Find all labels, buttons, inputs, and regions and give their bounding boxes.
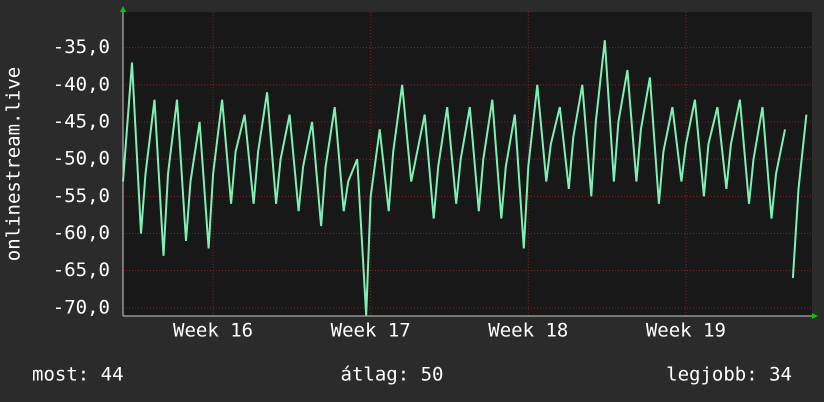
axis-arrow xyxy=(812,313,818,319)
y-axis-label: onlinestream.live xyxy=(3,67,25,261)
y-tick-label: -55,0 xyxy=(53,185,110,207)
y-tick-label: -40,0 xyxy=(53,73,110,95)
axis-arrow xyxy=(120,6,126,12)
plot-area xyxy=(123,12,812,316)
footer-average: átlag: 50 xyxy=(341,364,444,386)
x-tick-label: Week 16 xyxy=(173,320,253,342)
y-tick-label: -35,0 xyxy=(53,36,110,58)
x-tick-label: Week 19 xyxy=(646,320,726,342)
x-tick-label: Week 18 xyxy=(488,320,568,342)
y-tick-label: -50,0 xyxy=(53,148,110,170)
y-tick-label: -65,0 xyxy=(53,259,110,281)
footer-current: most: 44 xyxy=(32,364,124,386)
y-tick-label: -45,0 xyxy=(53,111,110,133)
y-tick-label: -70,0 xyxy=(53,296,110,318)
footer-best: legjobb: 34 xyxy=(666,364,792,386)
series-line xyxy=(122,40,808,316)
x-tick-label: Week 17 xyxy=(331,320,411,342)
y-tick-label: -60,0 xyxy=(53,222,110,244)
